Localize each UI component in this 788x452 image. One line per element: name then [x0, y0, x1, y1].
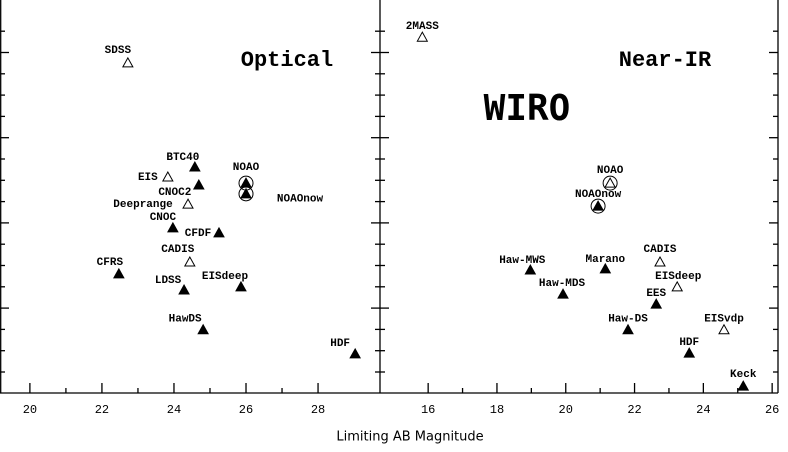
point-label: CADIS [644, 244, 677, 256]
x-tick-label: 22 [627, 403, 641, 417]
point-label: HDF [330, 338, 350, 350]
point-label: 2MASS [406, 21, 439, 33]
point-label: NOAOnow [277, 194, 324, 206]
point-marker [197, 323, 209, 335]
x-tick-label: 22 [95, 403, 109, 417]
point-marker [113, 267, 125, 279]
point-marker [240, 177, 252, 188]
point-marker [650, 298, 663, 309]
point-marker [671, 280, 684, 292]
point-marker [349, 347, 361, 359]
x-tick-label: 26 [239, 403, 253, 417]
point-label: NOAOnow [575, 189, 622, 201]
point-label: CNOC2 [158, 187, 191, 199]
x-tick-label: 18 [490, 403, 504, 417]
point-label: NOAO [233, 162, 260, 174]
x-tick-label: 24 [696, 403, 710, 417]
point-marker [622, 323, 634, 335]
point-label: EIS [138, 172, 158, 184]
x-tick-label: 20 [23, 403, 37, 417]
point-marker [654, 255, 666, 267]
point-marker [189, 161, 201, 172]
panel-title: Near-IR [619, 48, 712, 73]
x-axis-label: Limiting AB Magnitude [336, 430, 483, 445]
point-label: HawDS [169, 314, 202, 326]
point-label: Haw-MDS [539, 278, 586, 290]
point-marker [182, 198, 194, 209]
point-marker [604, 177, 616, 188]
point-label: EISdeep [202, 271, 249, 283]
point-marker [599, 262, 612, 274]
point-label: SDSS [105, 45, 132, 57]
x-tick-label: 20 [559, 403, 573, 417]
point-circle [602, 175, 618, 191]
point-marker [592, 200, 604, 211]
point-marker [737, 380, 750, 391]
point-label: Keck [730, 369, 757, 381]
x-tick-label: 28 [311, 403, 325, 417]
point-label: Marano [586, 254, 626, 266]
point-marker [683, 347, 696, 358]
point-label: EISvdp [704, 314, 744, 326]
point-marker [240, 187, 252, 199]
point-circle [590, 198, 606, 214]
point-label: NOAO [597, 165, 624, 177]
point-marker [122, 56, 134, 68]
point-label: Haw-DS [608, 314, 648, 326]
point-marker [235, 280, 247, 292]
point-marker [416, 31, 429, 42]
point-label: Deeprange [113, 199, 173, 211]
point-label: CNOC [150, 212, 177, 224]
point-marker [213, 226, 225, 238]
annotation: WIRO [484, 88, 571, 129]
point-circle [238, 186, 254, 202]
point-label: HDF [679, 337, 699, 349]
point-marker [192, 179, 205, 190]
panel-title: Optical [241, 48, 333, 73]
point-marker [524, 264, 537, 275]
point-label: EES [646, 288, 666, 300]
point-label: CADIS [161, 244, 194, 256]
point-marker [167, 221, 179, 233]
x-tick-label: 24 [167, 403, 181, 417]
x-tick-label: 26 [765, 403, 779, 417]
point-label: CFDF [185, 228, 211, 240]
point-label: EISdeep [655, 271, 702, 283]
point-label: Haw-MWS [499, 255, 546, 267]
point-marker [557, 288, 569, 299]
point-marker [178, 283, 190, 295]
point-label: BTC40 [166, 152, 199, 164]
point-marker [161, 170, 174, 182]
point-label: CFRS [97, 257, 124, 269]
point-marker [718, 323, 730, 335]
x-tick-label: 16 [421, 403, 435, 417]
point-marker [183, 255, 196, 267]
point-label: LDSS [155, 275, 182, 287]
